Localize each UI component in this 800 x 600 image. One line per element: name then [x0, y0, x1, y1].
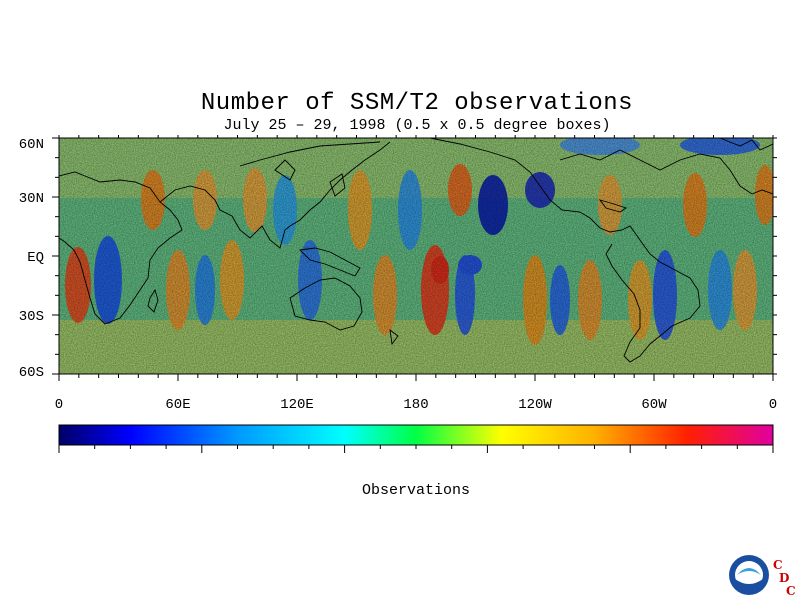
- logo-letter-c1: C: [773, 558, 783, 572]
- lat-label-eq: EQ: [27, 250, 44, 266]
- colorbar: 0 4 8 12 16 20: [58, 424, 774, 453]
- map-figure: 60N 30N EQ 30S 60S 0 60E 120E 180 120W 6…: [19, 135, 777, 453]
- map-title: Number of SSM/T2 observations: [200, 90, 634, 117]
- colorbar-ticks: [58, 445, 774, 453]
- map-subtitle: July 25 – 29, 1998 (0.5 x 0.5 degree box…: [223, 117, 611, 134]
- lat-label-60s: 60S: [19, 365, 44, 381]
- noaa-cdc-logo: C D C: [729, 555, 796, 598]
- lon-label-0-east: 0: [769, 397, 777, 413]
- lat-label-30s: 30S: [19, 309, 44, 325]
- noaa-logo-icon: [729, 555, 769, 595]
- logo-letter-c2: C: [786, 584, 796, 598]
- colorbar-label: Observations: [361, 482, 471, 499]
- logo-letter-d: D: [779, 571, 789, 585]
- lat-label-30n: 30N: [19, 191, 44, 207]
- observation-field: [59, 138, 773, 374]
- lon-label-120w: 120W: [518, 397, 552, 413]
- noise-texture: [59, 138, 773, 374]
- lon-label-60e: 60E: [165, 397, 190, 413]
- lon-label-0: 0: [55, 397, 63, 413]
- lon-label-120e: 120E: [280, 397, 314, 413]
- longitude-labels: 0 60E 120E 180 120W 60W 0: [55, 397, 777, 413]
- colorbar-gradient: [58, 424, 774, 446]
- axis-ticks: [52, 135, 777, 381]
- lat-label-60n: 60N: [19, 137, 44, 153]
- coastlines: [59, 138, 773, 363]
- latitude-labels: 60N 30N EQ 30S 60S: [19, 137, 44, 381]
- lon-label-180: 180: [403, 397, 428, 413]
- lon-label-60w: 60W: [641, 397, 667, 413]
